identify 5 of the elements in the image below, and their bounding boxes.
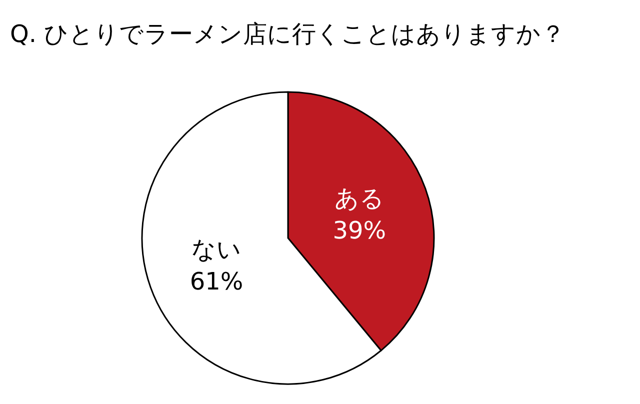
chart-title: Q. ひとりでラーメン店に行くことはありますか？: [10, 20, 566, 48]
slice-label: ある: [334, 184, 384, 212]
data-label: 39%: [332, 216, 386, 244]
slice-label: ない: [192, 236, 242, 264]
data-label: 61%: [190, 268, 244, 296]
